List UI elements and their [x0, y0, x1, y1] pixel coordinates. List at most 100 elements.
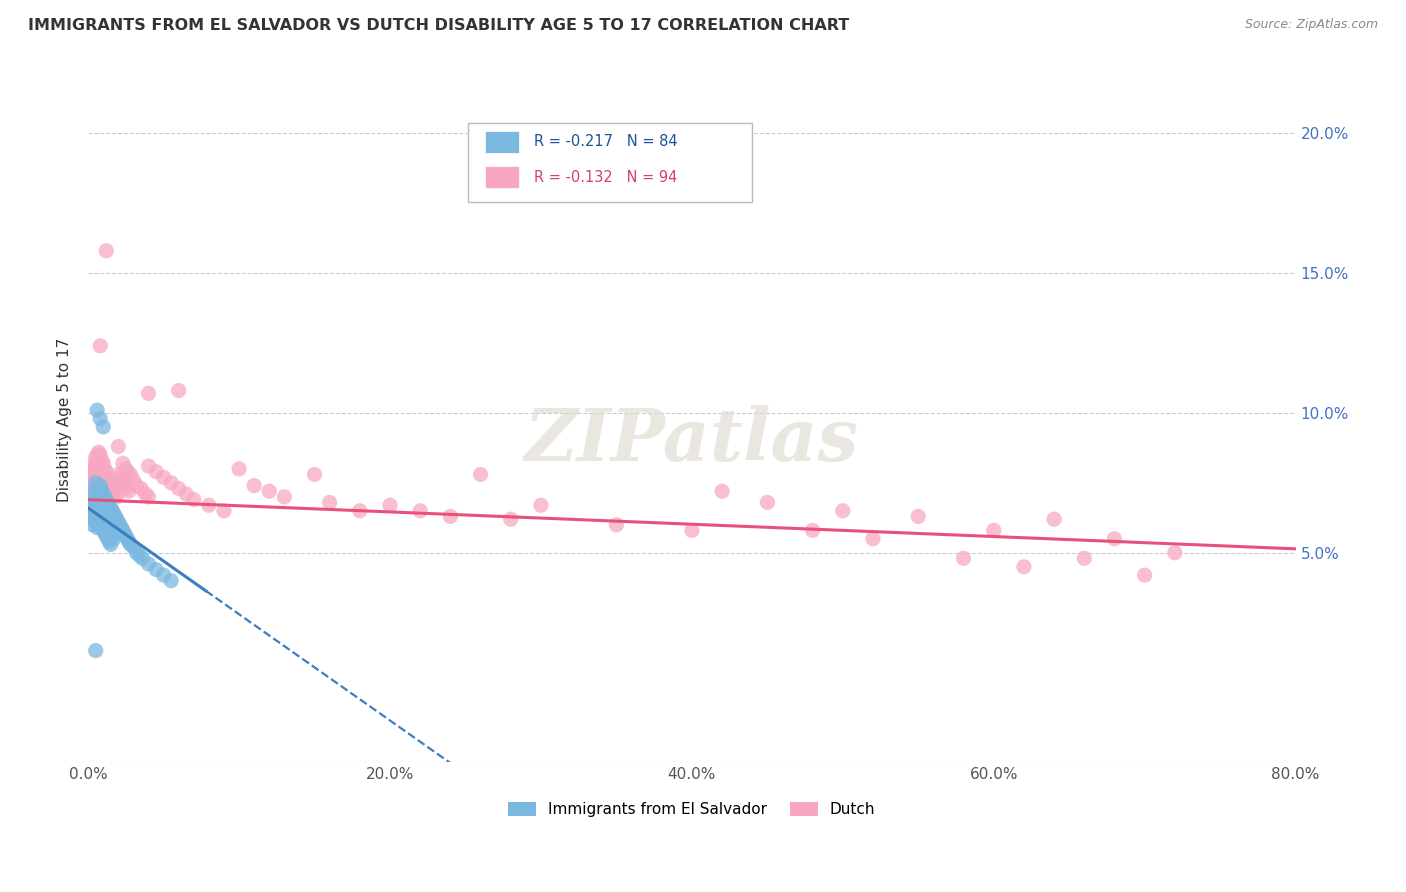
Point — [120, 537, 142, 551]
Point — [409, 504, 432, 518]
Point — [152, 568, 174, 582]
Point — [98, 509, 121, 524]
Point — [80, 512, 103, 526]
Point — [167, 384, 190, 398]
Point — [91, 498, 114, 512]
Point — [96, 465, 118, 479]
Bar — [468, 123, 752, 202]
Point — [83, 509, 105, 524]
Point — [108, 470, 131, 484]
Point — [86, 509, 108, 524]
Point — [110, 520, 132, 534]
Point — [86, 487, 108, 501]
Point — [84, 473, 107, 487]
Point — [89, 504, 111, 518]
Point — [103, 517, 125, 532]
Point — [145, 465, 167, 479]
Point — [82, 517, 104, 532]
Point — [100, 512, 122, 526]
Point — [82, 507, 104, 521]
Point — [89, 490, 111, 504]
Point — [145, 562, 167, 576]
Point — [91, 456, 114, 470]
Point — [108, 517, 131, 532]
Point — [100, 490, 122, 504]
Point — [97, 470, 120, 484]
Point — [84, 450, 107, 465]
Point — [94, 515, 117, 529]
Bar — [485, 131, 519, 153]
Point — [89, 458, 111, 473]
Point — [138, 386, 160, 401]
Point — [96, 517, 118, 532]
Point — [98, 534, 121, 549]
Point — [98, 484, 121, 499]
Point — [104, 487, 127, 501]
Point — [90, 484, 112, 499]
Point — [711, 484, 734, 499]
Point — [117, 465, 139, 479]
Point — [94, 462, 117, 476]
Point — [111, 524, 134, 538]
Point — [89, 411, 111, 425]
Point — [97, 520, 120, 534]
Point — [90, 453, 112, 467]
Point — [125, 478, 148, 492]
Point — [83, 498, 105, 512]
Point — [96, 244, 118, 258]
Point — [134, 487, 156, 501]
Point — [91, 512, 114, 526]
Point — [128, 549, 150, 563]
Point — [79, 495, 101, 509]
Point — [1073, 551, 1095, 566]
Point — [167, 482, 190, 496]
Point — [79, 509, 101, 524]
Point — [107, 515, 129, 529]
Text: ZIPatlas: ZIPatlas — [524, 405, 859, 476]
Point — [112, 526, 135, 541]
Point — [1043, 512, 1066, 526]
Point — [86, 498, 108, 512]
Point — [907, 509, 929, 524]
Point — [115, 482, 138, 496]
Point — [101, 515, 124, 529]
Point — [439, 509, 461, 524]
Point — [115, 529, 138, 543]
Point — [122, 473, 145, 487]
Point — [96, 504, 118, 518]
Point — [83, 484, 105, 499]
Point — [94, 473, 117, 487]
Point — [107, 467, 129, 482]
Point — [104, 520, 127, 534]
Point — [91, 524, 114, 538]
Text: R = -0.217   N = 84: R = -0.217 N = 84 — [534, 135, 678, 149]
Point — [86, 448, 108, 462]
Point — [89, 339, 111, 353]
Point — [100, 501, 122, 516]
Point — [94, 526, 117, 541]
Point — [91, 487, 114, 501]
Point — [100, 537, 122, 551]
Point — [105, 490, 128, 504]
Point — [198, 498, 221, 512]
Point — [82, 462, 104, 476]
Point — [79, 484, 101, 499]
Point — [138, 458, 160, 473]
Point — [138, 490, 160, 504]
Point — [86, 458, 108, 473]
Point — [89, 448, 111, 462]
Point — [86, 470, 108, 484]
Point — [115, 462, 138, 476]
Point — [983, 524, 1005, 538]
Point — [79, 475, 101, 490]
Point — [160, 574, 183, 588]
Y-axis label: Disability Age 5 to 17: Disability Age 5 to 17 — [58, 338, 72, 502]
Point — [84, 504, 107, 518]
Point — [80, 467, 103, 482]
Point — [131, 551, 153, 566]
Point — [100, 478, 122, 492]
Point — [110, 473, 132, 487]
Point — [129, 482, 152, 496]
Point — [120, 467, 142, 482]
Point — [107, 440, 129, 454]
